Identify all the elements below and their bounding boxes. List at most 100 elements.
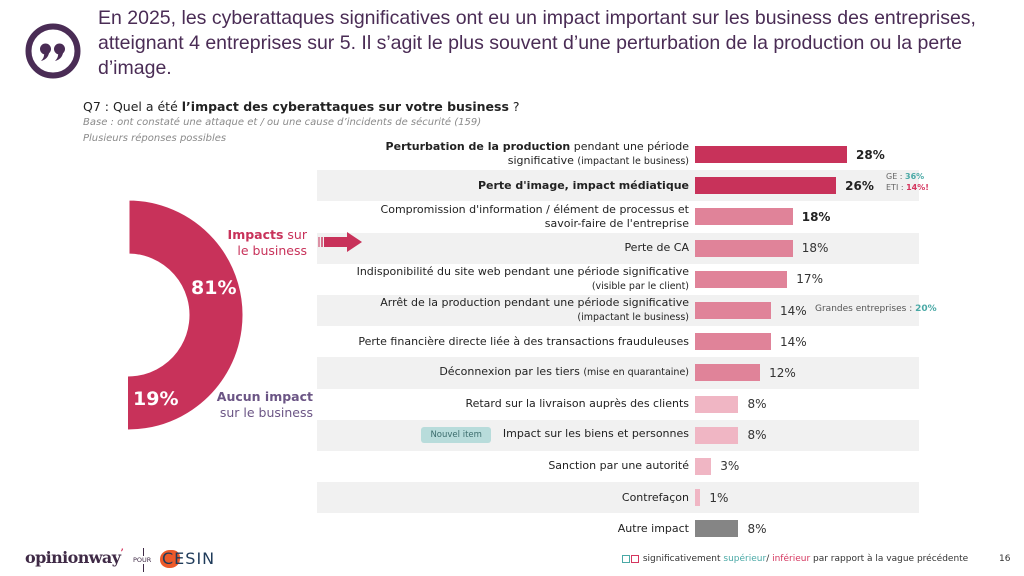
- bar-label-line2: savoir-faire de l'entreprise: [544, 216, 689, 230]
- question-title: Q7 : Quel a été l’impact des cyberattaqu…: [83, 99, 520, 114]
- donut-chart: [0, 190, 246, 450]
- bar-chart: Perturbation de la production pendant un…: [317, 139, 919, 544]
- bar: [695, 364, 761, 382]
- bar-label-text: Compromission d'information / élément de…: [380, 202, 689, 216]
- legend-impact: Impacts sur le business: [222, 227, 307, 259]
- legend-none: Aucun impact sur le business: [212, 389, 313, 421]
- bar-value-label: 8%: [747, 521, 767, 536]
- bar-row: Nouvel item Impact sur les biens et perso…: [317, 419, 919, 451]
- down-square-icon: [631, 554, 639, 563]
- grandes-label: Grandes entreprises :: [815, 304, 916, 314]
- bar: [695, 270, 788, 288]
- eti-label: ETI :: [886, 183, 907, 192]
- grandes-value: 20%: [915, 304, 937, 314]
- page-number: 16: [999, 554, 1011, 564]
- ge-eti-annotation: GE : 36% ETI : 14%!: [886, 171, 929, 193]
- bar-label: Nouvel item Impact sur les biens et perso…: [421, 420, 689, 451]
- bar-label: Perte de CA: [624, 233, 689, 264]
- bar-label-bold: Perte d'image, impact médiatique: [477, 178, 689, 192]
- donut-mask: [0, 190, 128, 450]
- client-name: CESIN: [162, 549, 216, 568]
- bar-row: Perte de CA 18%: [317, 232, 919, 264]
- legend-up: supérieur: [723, 554, 767, 564]
- legend-none-bold: Aucun impact: [216, 389, 313, 404]
- grandes-entreprises-annotation: Grandes entreprises : 20%: [815, 304, 937, 314]
- bar-label-text: Autre impact: [617, 521, 689, 535]
- brand-tick-icon: ’: [120, 548, 124, 559]
- footer-pour: POUR: [132, 556, 153, 564]
- bar-label: Perte d'image, impact médiatique: [478, 170, 689, 201]
- ge-label: GE :: [886, 172, 906, 181]
- bar: [695, 208, 793, 226]
- bar-label-note: (visible par le client): [591, 280, 689, 292]
- bar-row: Contrefaçon 1%: [317, 482, 919, 514]
- brand-name: opinionway: [25, 548, 121, 567]
- bar-value-label: 8%: [747, 428, 767, 443]
- bar-row: Perturbation de la production pendant un…: [317, 139, 919, 170]
- bar: [695, 333, 772, 351]
- arrow-right-icon: [318, 232, 362, 252]
- legend-slash: /: [766, 554, 773, 564]
- bar-value-label: 18%: [801, 209, 831, 224]
- bar: [695, 426, 739, 444]
- bar-label-text: Indisponibilité du site web pendant une …: [356, 264, 689, 278]
- new-item-badge: Nouvel item: [421, 427, 491, 444]
- bar-label-text: Retard sur la livraison auprès des clien…: [465, 397, 689, 411]
- bar-label: Retard sur la livraison auprès des clien…: [465, 389, 689, 420]
- bar-label-text: Contrefaçon: [621, 490, 689, 504]
- bar-label-text: Perte de CA: [624, 241, 689, 255]
- ge-value: 36%: [905, 172, 925, 181]
- bar-value-label: 17%: [796, 272, 823, 287]
- bar-value-label: 1%: [709, 490, 729, 505]
- donut-label-none: 19%: [133, 388, 179, 410]
- bar-label: Indisponibilité du site web pendant une …: [357, 264, 689, 295]
- bar-label-text: Perte financière directe liée à des tran…: [358, 334, 689, 348]
- bar-label-text: Déconnexion par les tiers: [439, 365, 584, 379]
- bar: [695, 395, 739, 413]
- bar-label: Perturbation de la production pendant un…: [386, 139, 689, 170]
- donut-label-impact: 81%: [191, 277, 237, 299]
- bar-label-text: Arrêt de la production pendant une pério…: [380, 296, 689, 310]
- question-multi: Plusieurs réponses possibles: [83, 133, 227, 144]
- bar-row: Déconnexion par les tiers (mise en quara…: [317, 357, 919, 389]
- bar: [695, 146, 848, 163]
- bar-label: Sanction par une autorité: [548, 451, 689, 482]
- bar-row: Perte financière directe liée à des tran…: [317, 326, 919, 357]
- bar: [695, 239, 793, 257]
- bar-label: Déconnexion par les tiers (mise en quara…: [439, 357, 689, 388]
- legend-text: significativement: [640, 554, 724, 564]
- bar-value-label: 28%: [856, 147, 885, 162]
- bar-label-text: Impact sur les biens et personnes: [502, 427, 689, 441]
- bar-label-text: Sanction par une autorité: [548, 459, 689, 473]
- bar-label: Perte financière directe liée à des tran…: [358, 326, 689, 357]
- bar-value-label: 8%: [747, 397, 767, 412]
- eti-value: 14%!: [906, 183, 929, 192]
- up-square-icon: [622, 554, 630, 563]
- bar-label: Compromission d'information / élément de…: [381, 201, 689, 232]
- cesin-logo: CESIN: [160, 549, 216, 568]
- legend-impact-bold: Impacts: [227, 227, 284, 242]
- question-prefix: Q7 : Quel a été: [83, 99, 182, 114]
- bar-value-label: 26%: [845, 178, 874, 193]
- bar-label-line2: significative: [507, 154, 578, 168]
- bar-row: Autre impact 8%: [317, 513, 919, 544]
- bar-label-note: (impactant le business): [577, 156, 689, 168]
- bar-label-note: (mise en quarantaine): [583, 367, 689, 379]
- legend-impact-rest: sur le business: [237, 227, 307, 258]
- question-suffix: ?: [508, 99, 520, 114]
- bar: [695, 301, 772, 319]
- question-bold: l’impact des cyberattaques sur votre bus…: [181, 99, 509, 114]
- bar-value-label: 3%: [720, 459, 740, 474]
- bar-label-text: pendant une période: [570, 140, 689, 154]
- bar-label: Contrefaçon: [622, 482, 689, 513]
- bar-value-label: 14%: [780, 334, 807, 349]
- bar-label-bold: Perturbation de la production: [385, 140, 571, 154]
- bar-row: Perte d'image, impact médiatique 26%: [317, 170, 919, 202]
- question-base: Base : ont constaté une attaque et / ou …: [83, 117, 482, 128]
- bar-row: Indisponibilité du site web pendant une …: [317, 264, 919, 295]
- bar-row: Retard sur la livraison auprès des clien…: [317, 389, 919, 420]
- headline: En 2025, les cyberattaques significative…: [98, 7, 976, 79]
- bar-row: Arrêt de la production pendant une pério…: [317, 294, 919, 327]
- bar: [695, 457, 712, 475]
- bar-label-note: (impactant le business): [577, 312, 689, 324]
